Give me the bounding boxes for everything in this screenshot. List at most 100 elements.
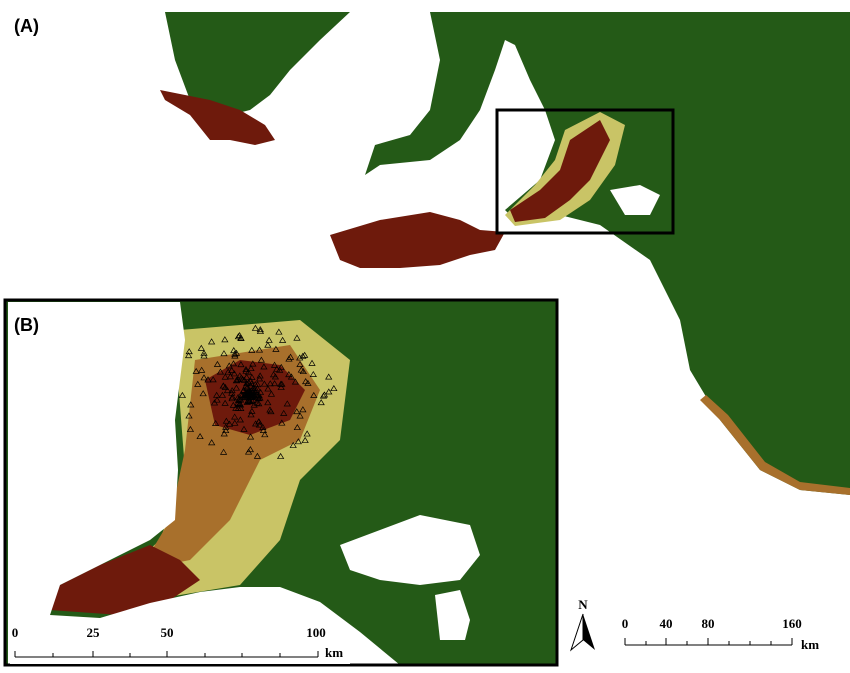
site-marker xyxy=(236,416,244,423)
site-marker xyxy=(247,364,255,372)
scale-bg xyxy=(10,640,350,664)
site-marker xyxy=(296,412,304,419)
site-marker xyxy=(246,391,255,398)
site-marker xyxy=(239,375,247,382)
site-marker xyxy=(243,380,251,387)
site-marker xyxy=(231,350,239,357)
site-marker xyxy=(234,376,242,383)
site-marker xyxy=(199,390,207,397)
scale-bar-b: 0 25 50 100 km xyxy=(10,625,350,664)
site-marker xyxy=(246,397,254,404)
scale-label: 80 xyxy=(702,616,715,631)
arrow xyxy=(569,613,584,652)
site-marker xyxy=(304,379,312,386)
site-marker xyxy=(272,345,280,352)
site-marker xyxy=(296,360,304,367)
site-marker xyxy=(266,380,274,387)
site-marker xyxy=(297,366,305,373)
site-marker xyxy=(277,383,285,390)
scale-unit: km xyxy=(325,645,343,660)
site-marker xyxy=(278,380,286,387)
scale-label: 100 xyxy=(306,625,326,640)
site-marker xyxy=(270,361,279,368)
site-marker xyxy=(280,409,288,416)
site-marker xyxy=(235,331,244,339)
urban-south xyxy=(50,545,200,615)
site-marker xyxy=(243,398,251,405)
site-marker xyxy=(234,397,243,404)
site-marker xyxy=(286,353,295,360)
site-marker xyxy=(226,373,235,380)
site-marker xyxy=(248,346,256,353)
site-marker xyxy=(250,401,258,408)
site-marker xyxy=(330,384,338,392)
site-marker xyxy=(256,326,264,333)
site-marker xyxy=(296,354,304,361)
scale-label: 0 xyxy=(622,616,629,631)
site-marker xyxy=(232,377,241,384)
site-marker xyxy=(301,436,309,443)
site-marker xyxy=(317,399,325,406)
site-marker xyxy=(285,371,293,378)
site-marker xyxy=(211,419,220,426)
site-marker xyxy=(198,366,206,373)
site-marker xyxy=(278,336,287,343)
site-marker xyxy=(196,432,204,440)
site-marker xyxy=(228,393,237,400)
site-marker xyxy=(247,411,255,418)
lake xyxy=(340,515,480,585)
site-marker xyxy=(230,370,238,377)
site-marker xyxy=(273,365,281,372)
site-marker xyxy=(221,383,229,390)
scale-label: 40 xyxy=(660,616,673,631)
site-marker xyxy=(269,371,278,378)
site-marker xyxy=(254,393,262,400)
site-marker xyxy=(231,419,239,426)
site-marker xyxy=(237,391,245,398)
site-marker xyxy=(209,376,217,383)
site-marker xyxy=(249,388,257,395)
site-marker xyxy=(216,368,225,375)
site-marker xyxy=(259,423,267,430)
site-marker xyxy=(251,420,260,427)
site-marker xyxy=(325,388,333,395)
site-marker xyxy=(194,380,202,387)
scale-line xyxy=(624,638,793,646)
site-marker xyxy=(178,391,187,398)
panel-frame xyxy=(3,298,559,667)
site-marker xyxy=(242,367,250,374)
site-marker xyxy=(218,391,227,398)
site-marker xyxy=(228,387,236,394)
scale-unit: km xyxy=(801,637,819,652)
site-marker xyxy=(219,448,228,455)
site-marker xyxy=(239,387,247,394)
site-marker xyxy=(213,396,221,403)
site-marker xyxy=(293,424,301,431)
site-marker xyxy=(251,392,259,399)
site-marker xyxy=(310,391,318,398)
site-marker xyxy=(285,355,293,362)
site-marker xyxy=(200,374,208,381)
site-marker xyxy=(249,396,257,403)
urban-west xyxy=(160,90,275,145)
site-marker xyxy=(221,373,229,380)
site-marker xyxy=(251,324,260,331)
site-marker xyxy=(308,359,316,366)
site-marker xyxy=(271,373,280,380)
scale-label: 160 xyxy=(782,616,802,631)
site-marker xyxy=(244,448,253,455)
site-marker xyxy=(192,367,200,374)
site-marker xyxy=(255,346,264,353)
site-marker xyxy=(230,347,238,354)
site-marker xyxy=(276,366,284,373)
mainland xyxy=(365,12,850,495)
site-marker xyxy=(275,328,283,335)
lake xyxy=(435,590,470,640)
site-marker xyxy=(234,404,242,411)
site-marker xyxy=(247,380,256,387)
site-marker xyxy=(325,373,333,380)
site-marker xyxy=(221,399,229,406)
site-marker xyxy=(270,380,279,387)
site-marker xyxy=(237,374,245,381)
